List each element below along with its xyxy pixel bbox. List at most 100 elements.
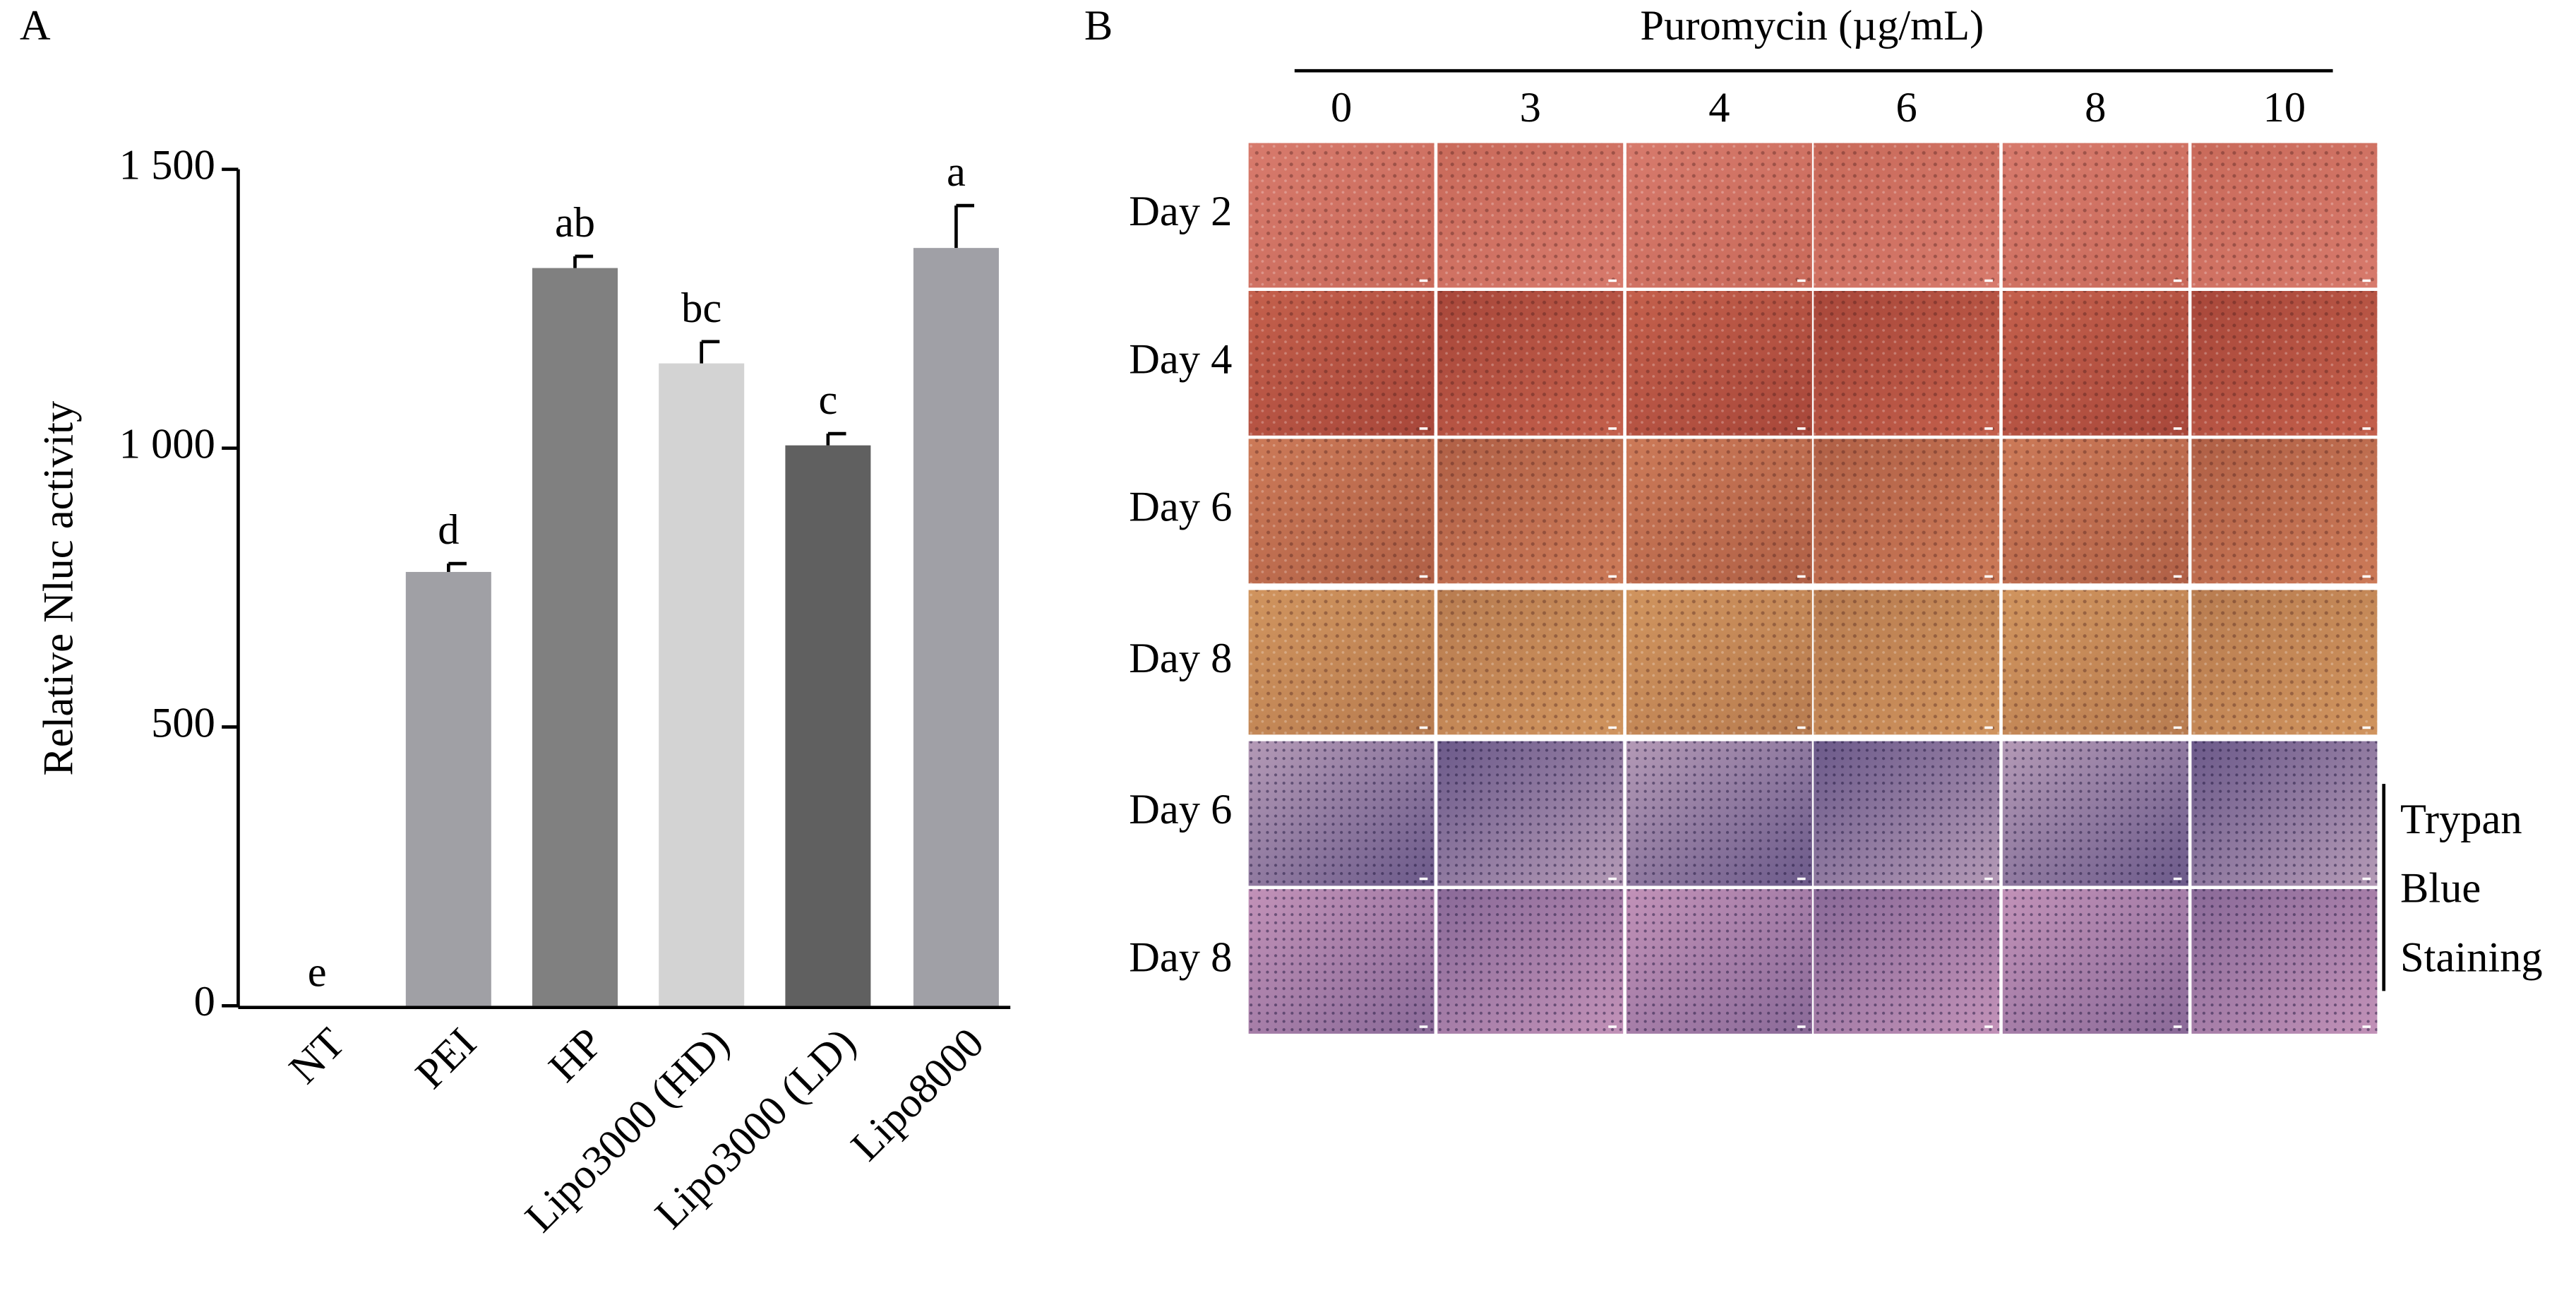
scale-bar	[1797, 1025, 1806, 1028]
micrograph-texture	[2002, 291, 2188, 436]
micrograph-texture	[1437, 590, 1624, 735]
micrograph-texture	[1814, 291, 2000, 436]
scale-bar	[1419, 575, 1428, 578]
row-label: Day 2	[1129, 188, 1232, 235]
scale-bar	[1608, 575, 1617, 578]
micrograph-texture	[1437, 439, 1624, 584]
x-tick-label: PEI	[407, 1019, 486, 1098]
micrograph-texture	[1626, 439, 1812, 584]
column-label: 6	[1896, 84, 1917, 131]
scale-bar	[2173, 575, 2182, 578]
scale-bar	[1419, 1025, 1428, 1028]
micrograph-texture	[2002, 439, 2188, 584]
scale-bar	[2173, 1025, 2182, 1028]
micrograph-texture	[1626, 590, 1812, 735]
significance-label: bc	[681, 285, 721, 332]
y-tick-label: 500	[151, 699, 215, 746]
column-label: 10	[2263, 84, 2306, 131]
row-label: Day 6	[1129, 484, 1232, 531]
scale-bar	[1984, 877, 1993, 881]
micrograph-texture	[1626, 889, 1812, 1034]
bar	[659, 363, 745, 1006]
scale-bar	[2173, 726, 2182, 729]
scale-bar	[2362, 726, 2371, 729]
panel-label: B	[1084, 2, 1113, 49]
scale-bar	[1984, 279, 1993, 282]
scale-bar	[1419, 877, 1428, 881]
scale-bar	[2362, 427, 2371, 430]
micrograph-texture	[1814, 889, 2000, 1034]
scale-bar	[1984, 427, 1993, 430]
micrograph-texture	[1248, 439, 1434, 584]
scale-bar	[1984, 1025, 1993, 1028]
scale-bar	[2173, 279, 2182, 282]
significance-label: ab	[555, 199, 595, 246]
x-tick-label: Lipo8000	[842, 1019, 993, 1170]
y-tick-label: 1 500	[119, 142, 215, 189]
column-label: 8	[2085, 84, 2106, 131]
y-tick-label: 1 000	[119, 421, 215, 468]
scale-bar	[1984, 726, 1993, 729]
column-label: 3	[1520, 84, 1541, 131]
row-label: Day 8	[1129, 934, 1232, 981]
micrograph-texture	[2191, 143, 2378, 288]
micrograph-texture	[2191, 291, 2378, 436]
scale-bar	[1797, 427, 1806, 430]
micrograph-texture	[2191, 741, 2378, 886]
scale-bar	[2362, 279, 2371, 282]
scale-bar	[1608, 1025, 1617, 1028]
row-label: Day 8	[1129, 635, 1232, 682]
scale-bar	[1797, 279, 1806, 282]
column-label: 4	[1708, 84, 1730, 131]
micrograph-texture	[1437, 741, 1624, 886]
panel-label: A	[20, 2, 51, 49]
scale-bar	[1984, 575, 1993, 578]
bar	[532, 268, 618, 1006]
scale-bar	[1608, 877, 1617, 881]
scale-bar	[1608, 427, 1617, 430]
micrograph-texture	[1437, 291, 1624, 436]
micrograph-texture	[1814, 741, 2000, 886]
scale-bar	[1419, 726, 1428, 729]
scale-bar	[1419, 279, 1428, 282]
micrograph-texture	[1248, 590, 1434, 735]
scale-bar	[1797, 877, 1806, 881]
bar	[913, 248, 999, 1006]
scale-bar	[1608, 279, 1617, 282]
micrograph-texture	[1626, 143, 1812, 288]
micrograph-texture	[1248, 889, 1434, 1034]
scale-bar	[2362, 575, 2371, 578]
scale-bar	[2362, 1025, 2371, 1028]
micrograph-texture	[2002, 741, 2188, 886]
micrograph-texture	[1248, 291, 1434, 436]
micrograph-texture	[2002, 889, 2188, 1034]
bracket-label: Staining	[2400, 934, 2543, 981]
micrograph-texture	[2191, 590, 2378, 735]
micrograph-texture	[1437, 889, 1624, 1034]
significance-label: e	[308, 948, 327, 996]
scale-bar	[1797, 726, 1806, 729]
significance-label: c	[818, 376, 837, 424]
column-label: 0	[1331, 84, 1352, 131]
scale-bar	[1797, 575, 1806, 578]
micrograph-texture	[2191, 889, 2378, 1034]
micrograph-texture	[1248, 143, 1434, 288]
scale-bar	[2362, 877, 2371, 881]
micrograph-texture	[2002, 590, 2188, 735]
bar	[405, 571, 491, 1006]
row-label: Day 6	[1129, 786, 1232, 833]
micrograph-texture	[1626, 291, 1812, 436]
micrograph-texture	[1248, 741, 1434, 886]
bracket-label: Trypan	[2400, 796, 2522, 843]
scale-bar	[2173, 877, 2182, 881]
x-tick-label: NT	[280, 1019, 354, 1092]
micrograph-texture	[1814, 590, 2000, 735]
panel-b-title: Puromycin (µg/mL)	[1640, 2, 1984, 49]
micrograph-texture	[2002, 143, 2188, 288]
micrograph-texture	[1626, 741, 1812, 886]
bar	[785, 445, 871, 1006]
scale-bar	[2173, 427, 2182, 430]
micrograph-texture	[1814, 439, 2000, 584]
